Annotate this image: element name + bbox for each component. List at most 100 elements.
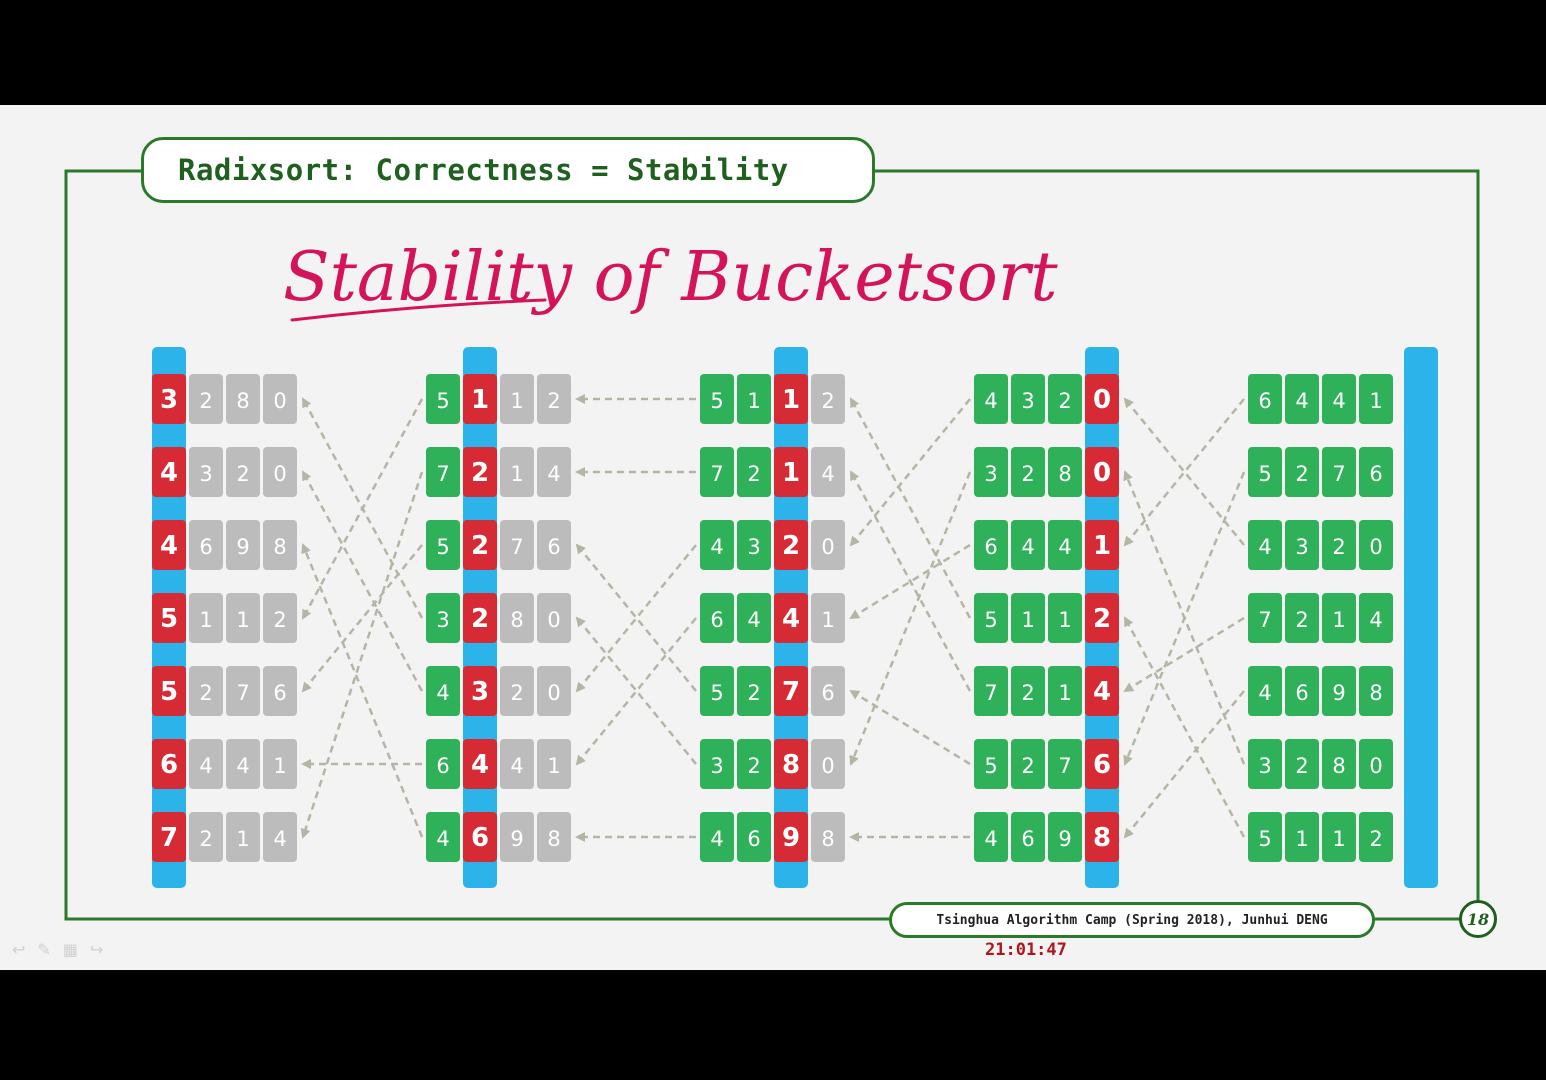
digit-cell-sorted — [700, 593, 734, 643]
digit-cell-pending — [226, 374, 260, 424]
digit-label: 2 — [1021, 462, 1034, 486]
stable-move-arrow — [849, 398, 971, 547]
digit-label: 2 — [199, 827, 212, 851]
digit-cell-active — [152, 447, 186, 497]
digit-cell-pending — [189, 593, 223, 643]
menu-icon[interactable]: ▦ — [62, 940, 78, 959]
digit-cell-sorted — [426, 739, 460, 789]
digit-cell-active — [463, 593, 497, 643]
digit-label: 5 — [160, 604, 178, 634]
digit-label: 1 — [821, 608, 834, 632]
digit-label: 1 — [236, 827, 249, 851]
pen-toolbar[interactable]: ↩ ✎ ▦ ↪ — [12, 940, 103, 959]
stable-move-arrow — [575, 544, 697, 693]
digit-cell-pending — [500, 666, 534, 716]
digit-cell-sorted — [974, 666, 1008, 716]
digit-label: 7 — [710, 462, 723, 486]
digit-label: 1 — [236, 608, 249, 632]
stable-move-arrow — [301, 544, 423, 693]
digit-label: 6 — [1258, 389, 1271, 413]
stable-move-arrow — [301, 543, 424, 838]
digit-label: 3 — [1021, 389, 1034, 413]
digit-cell-sorted — [1285, 374, 1319, 424]
bucket-bar — [1404, 347, 1438, 888]
digit-label: 1 — [782, 385, 800, 415]
digit-cell-sorted — [1011, 812, 1045, 862]
digit-label: 3 — [747, 535, 760, 559]
digit-label: 3 — [984, 462, 997, 486]
digit-label: 6 — [1093, 750, 1111, 780]
digit-label: 9 — [1332, 681, 1345, 705]
digit-label: 6 — [1021, 827, 1034, 851]
digit-label: 2 — [1058, 389, 1071, 413]
digit-cell-pending — [226, 520, 260, 570]
digit-cell-pending — [811, 812, 845, 862]
digit-label: 7 — [510, 535, 523, 559]
next-icon[interactable]: ↪ — [89, 940, 104, 959]
digit-cell-sorted — [1048, 374, 1082, 424]
digit-label: 6 — [1369, 462, 1382, 486]
digit-cell-active — [774, 812, 808, 862]
digit-label: 1 — [1369, 389, 1382, 413]
digit-cell-active — [152, 593, 186, 643]
digit-cell-sorted — [1322, 739, 1356, 789]
digit-cell-pending — [263, 374, 297, 424]
stable-move-arrow — [1123, 397, 1245, 546]
digit-label: 7 — [1058, 754, 1071, 778]
digit-cell-sorted — [1285, 593, 1319, 643]
digit-cell-pending — [263, 593, 297, 643]
digit-label: 1 — [1332, 608, 1345, 632]
digit-label: 2 — [1332, 535, 1345, 559]
stable-move-arrow — [300, 471, 424, 839]
digit-label: 1 — [1058, 608, 1071, 632]
digit-cell-sorted — [1248, 447, 1282, 497]
digit-cell-sorted — [1322, 520, 1356, 570]
digit-cell-pending — [537, 374, 571, 424]
digit-label: 4 — [1258, 681, 1271, 705]
digit-cell-active — [1085, 447, 1119, 497]
digit-cell-sorted — [1248, 520, 1282, 570]
digit-cell-active — [463, 666, 497, 716]
digit-cell-pending — [226, 812, 260, 862]
digit-cell-pending — [500, 447, 534, 497]
digit-label: 8 — [510, 608, 523, 632]
digit-cell-pending — [500, 520, 534, 570]
digit-cell-pending — [811, 593, 845, 643]
digit-cell-sorted — [1011, 593, 1045, 643]
digit-label: 3 — [1258, 754, 1271, 778]
digit-cell-pending — [811, 739, 845, 789]
pen-icon[interactable]: ✎ — [37, 940, 51, 959]
digit-cell-sorted — [1322, 447, 1356, 497]
digit-label: 5 — [710, 681, 723, 705]
digit-label: 8 — [1058, 462, 1071, 486]
digit-label: 4 — [273, 827, 286, 851]
digit-cell-sorted — [974, 374, 1008, 424]
slide-title: Radixsort: Correctness = Stability — [141, 137, 875, 203]
digit-label: 1 — [471, 385, 489, 415]
digit-label: 9 — [510, 827, 523, 851]
digit-cell-sorted — [426, 593, 460, 643]
digit-label: 2 — [821, 389, 834, 413]
digit-label: 2 — [471, 604, 489, 634]
digit-cell-sorted — [737, 812, 771, 862]
undo-icon[interactable]: ↩ — [12, 940, 26, 959]
digit-cell-sorted — [1322, 666, 1356, 716]
digit-cell-active — [463, 739, 497, 789]
digit-cell-active — [1085, 666, 1119, 716]
digit-label: 4 — [1369, 608, 1382, 632]
digit-cell-sorted — [1048, 593, 1082, 643]
digit-cell-pending — [537, 593, 571, 643]
digit-cell-active — [463, 374, 497, 424]
digit-cell-sorted — [1285, 812, 1319, 862]
digit-label: 6 — [547, 535, 560, 559]
digit-label: 5 — [984, 754, 997, 778]
digit-cell-sorted — [1285, 739, 1319, 789]
digit-label: 4 — [1258, 535, 1271, 559]
digit-cell-sorted — [1285, 666, 1319, 716]
digit-label: 6 — [710, 608, 723, 632]
digit-cell-sorted — [1285, 447, 1319, 497]
digit-cell-pending — [537, 739, 571, 789]
digit-cell-sorted — [1248, 593, 1282, 643]
digit-cell-active — [774, 447, 808, 497]
